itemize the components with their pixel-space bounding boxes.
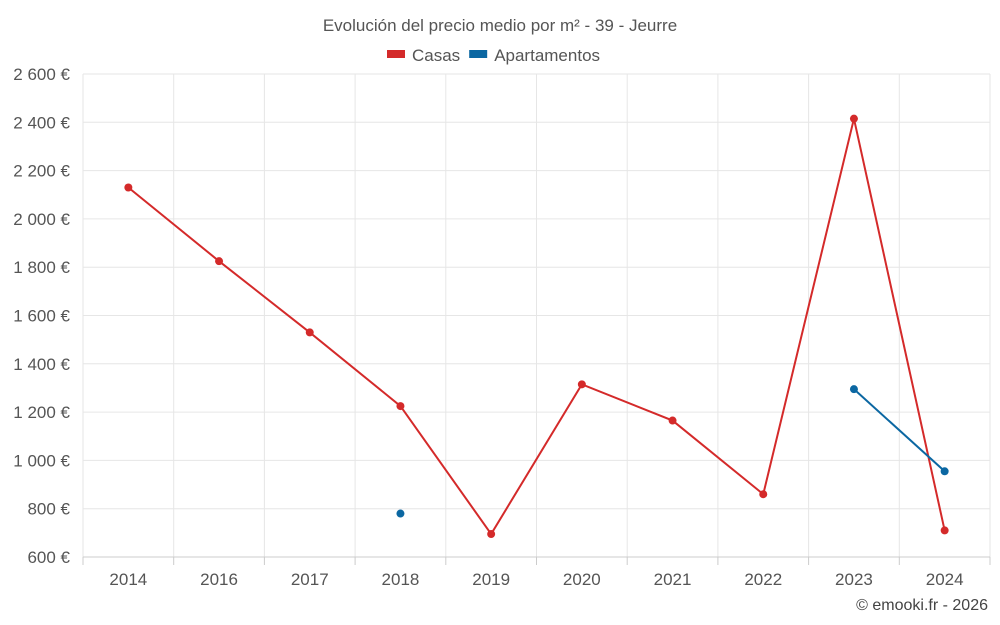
y-axis: 600 € 800 € 1 000 € 1 200 € 1 400 € 1 600 € 1 … — [13, 65, 70, 567]
data-point[interactable] — [577, 380, 586, 389]
series-line — [127, 118, 946, 536]
data-point[interactable] — [759, 490, 768, 499]
y-tick-label: 1 600 € — [13, 307, 70, 326]
series-line — [853, 388, 946, 473]
series-layer — [124, 114, 949, 539]
y-tick-label: 1 000 € — [13, 451, 70, 470]
y-tick-label: 2 400 € — [13, 113, 70, 132]
y-tick-label: 600 € — [27, 548, 70, 567]
data-point[interactable] — [305, 328, 314, 337]
data-point[interactable] — [215, 257, 224, 266]
x-tick-label: 2023 — [835, 570, 873, 589]
y-tick-label: 2 000 € — [13, 210, 70, 229]
data-point[interactable] — [668, 416, 677, 425]
data-point[interactable] — [396, 509, 405, 518]
chart-legend: Casas Apartamentos — [387, 46, 600, 65]
y-tick-label: 2 600 € — [13, 65, 70, 84]
data-point[interactable] — [124, 183, 133, 192]
y-tick-label: 1 400 € — [13, 355, 70, 374]
x-axis: 2014 2016 2017 2018 2019 2020 2021 2022 2023 2024 — [82, 556, 991, 589]
data-point[interactable] — [487, 530, 496, 539]
y-tick-label: 1 800 € — [13, 258, 70, 277]
legend-swatch — [387, 50, 405, 58]
x-tick-label: 2014 — [109, 570, 147, 589]
x-tick-label: 2024 — [926, 570, 964, 589]
x-tick-label: 2018 — [382, 570, 420, 589]
legend-item-apartamentos[interactable]: Apartamentos — [469, 46, 600, 65]
y-tick-label: 1 200 € — [13, 403, 70, 422]
legend-swatch — [469, 50, 488, 58]
data-point[interactable] — [849, 385, 858, 394]
x-tick-label: 2019 — [472, 570, 510, 589]
x-tick-label: 2016 — [200, 570, 238, 589]
data-point[interactable] — [940, 526, 949, 535]
x-tick-label: 2021 — [654, 570, 692, 589]
series-casas — [124, 114, 949, 539]
chart-credit: © emooki.fr - 2026 — [856, 597, 988, 614]
x-tick-label: 2022 — [744, 570, 782, 589]
y-tick-label: 2 200 € — [13, 162, 70, 181]
chart-grid — [82, 73, 991, 557]
chart-title: Evolución del precio medio por m² - 39 -… — [323, 16, 677, 35]
x-tick-label: 2020 — [563, 570, 601, 589]
series-apartamentos — [396, 385, 949, 518]
data-point[interactable] — [396, 402, 405, 411]
legend-item-casas[interactable]: Casas — [387, 46, 460, 65]
data-point[interactable] — [940, 467, 949, 476]
legend-label: Apartamentos — [494, 46, 600, 65]
data-point[interactable] — [849, 114, 858, 123]
y-tick-label: 800 € — [27, 500, 70, 519]
legend-label: Casas — [412, 46, 460, 65]
x-tick-label: 2017 — [291, 570, 329, 589]
